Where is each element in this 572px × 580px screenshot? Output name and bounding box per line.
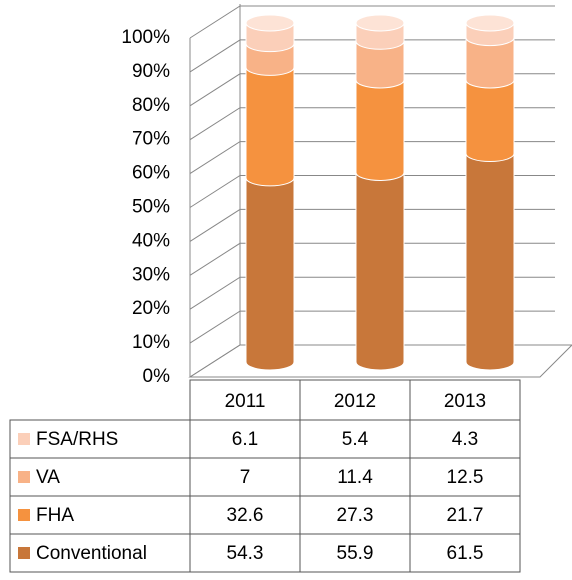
- legend-swatch: [18, 433, 30, 445]
- bar-segment: [355, 40, 405, 89]
- bar-segment: [355, 171, 405, 371]
- table-value: 6.1: [232, 429, 258, 450]
- grid-line: [189, 175, 555, 208]
- bar-segment: [355, 79, 405, 181]
- bar-segment: [465, 79, 515, 162]
- legend-label: FHA: [36, 505, 74, 526]
- bar-segment: [245, 66, 295, 187]
- y-tick-label: 10%: [132, 332, 170, 353]
- legend-swatch: [18, 509, 30, 521]
- legend-swatch: [18, 471, 30, 483]
- y-tick-label: 90%: [132, 61, 170, 82]
- table-value: 55.9: [337, 543, 374, 564]
- y-tick-label: 80%: [132, 95, 170, 116]
- cylinder-top: [245, 14, 295, 32]
- legend-swatch: [18, 547, 30, 559]
- grid-line: [189, 39, 555, 73]
- legend-label: VA: [36, 467, 60, 488]
- back-wall: [189, 4, 241, 377]
- table-value: 11.4: [337, 467, 373, 488]
- grid-line: [189, 242, 555, 276]
- grid-line: [189, 310, 555, 344]
- grid-line: [189, 208, 555, 242]
- table-value: 32.6: [227, 505, 264, 526]
- table-row-frame: [9, 457, 521, 497]
- grid-line: [189, 5, 555, 39]
- y-tick-label: 100%: [121, 27, 170, 48]
- y-tick-label: 40%: [132, 230, 170, 251]
- table-value: 4.3: [452, 429, 478, 450]
- table-value: 27.3: [337, 505, 374, 526]
- table-value: 21.7: [447, 505, 484, 526]
- grid-line: [189, 344, 555, 378]
- y-tick-label: 0%: [143, 366, 171, 387]
- bar-segment: [245, 177, 295, 371]
- legend-label: Conventional: [36, 543, 147, 564]
- bar-segment: [245, 43, 295, 76]
- y-tick-label: 60%: [132, 163, 170, 184]
- y-tick-label: 50%: [132, 197, 170, 218]
- table-value: 12.5: [447, 467, 484, 488]
- y-tick-label: 30%: [132, 264, 170, 285]
- grid-line: [189, 73, 555, 107]
- x-tick-label: 2013: [444, 391, 486, 412]
- table-value: 54.3: [227, 543, 264, 564]
- y-tick-label: 70%: [132, 129, 170, 150]
- bar-segment: [465, 153, 515, 371]
- bar-segment: [465, 37, 515, 89]
- grid-line: [189, 107, 555, 141]
- y-tick-label: 20%: [132, 298, 170, 319]
- grid-line: [189, 141, 555, 175]
- table-value: 61.5: [447, 543, 484, 564]
- legend-label: FSA/RHS: [36, 429, 118, 450]
- grid-line: [189, 276, 555, 310]
- x-tick-label: 2011: [225, 391, 266, 412]
- table-row-frame: [9, 495, 521, 535]
- table-value: 7: [240, 467, 251, 488]
- table-value: 5.4: [342, 429, 369, 450]
- cylinder-top: [355, 14, 405, 32]
- x-tick-label: 2012: [334, 391, 376, 412]
- cylinder-top: [465, 14, 515, 32]
